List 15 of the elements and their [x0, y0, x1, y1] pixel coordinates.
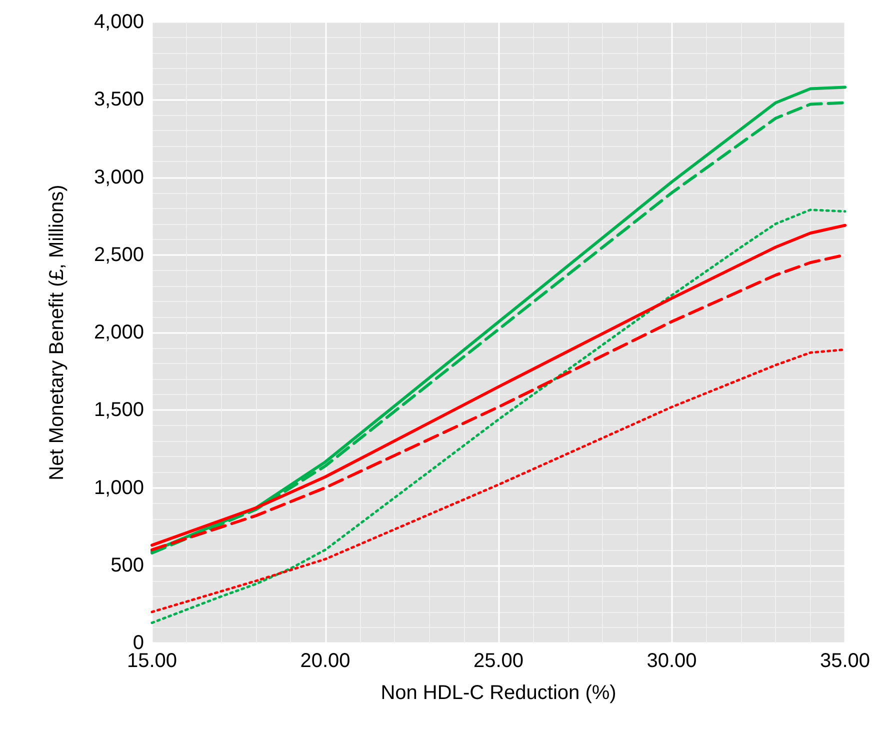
y-tick-label: 4,000: [94, 11, 144, 33]
y-tick-label: 1,500: [94, 399, 144, 422]
x-tick-label: 35.00: [820, 650, 870, 672]
y-tick-label: 2,500: [94, 244, 144, 266]
line-series: [150, 208, 846, 624]
y-axis-title: Net Monetary Benefit (£, Millions): [46, 184, 68, 480]
x-tick-label: 30.00: [646, 650, 697, 672]
y-tick-label: 3,000: [94, 166, 144, 188]
x-axis-title: Non HDL-C Reduction (%): [380, 682, 616, 704]
y-tick-label: 2,000: [94, 322, 144, 344]
x-tick-label: 25.00: [473, 650, 524, 672]
y-tick-label: 500: [110, 554, 144, 576]
y-tick-label: 1,000: [94, 476, 144, 499]
x-tick-label: 20.00: [300, 650, 350, 672]
y-tick-label: 3,500: [94, 88, 144, 111]
